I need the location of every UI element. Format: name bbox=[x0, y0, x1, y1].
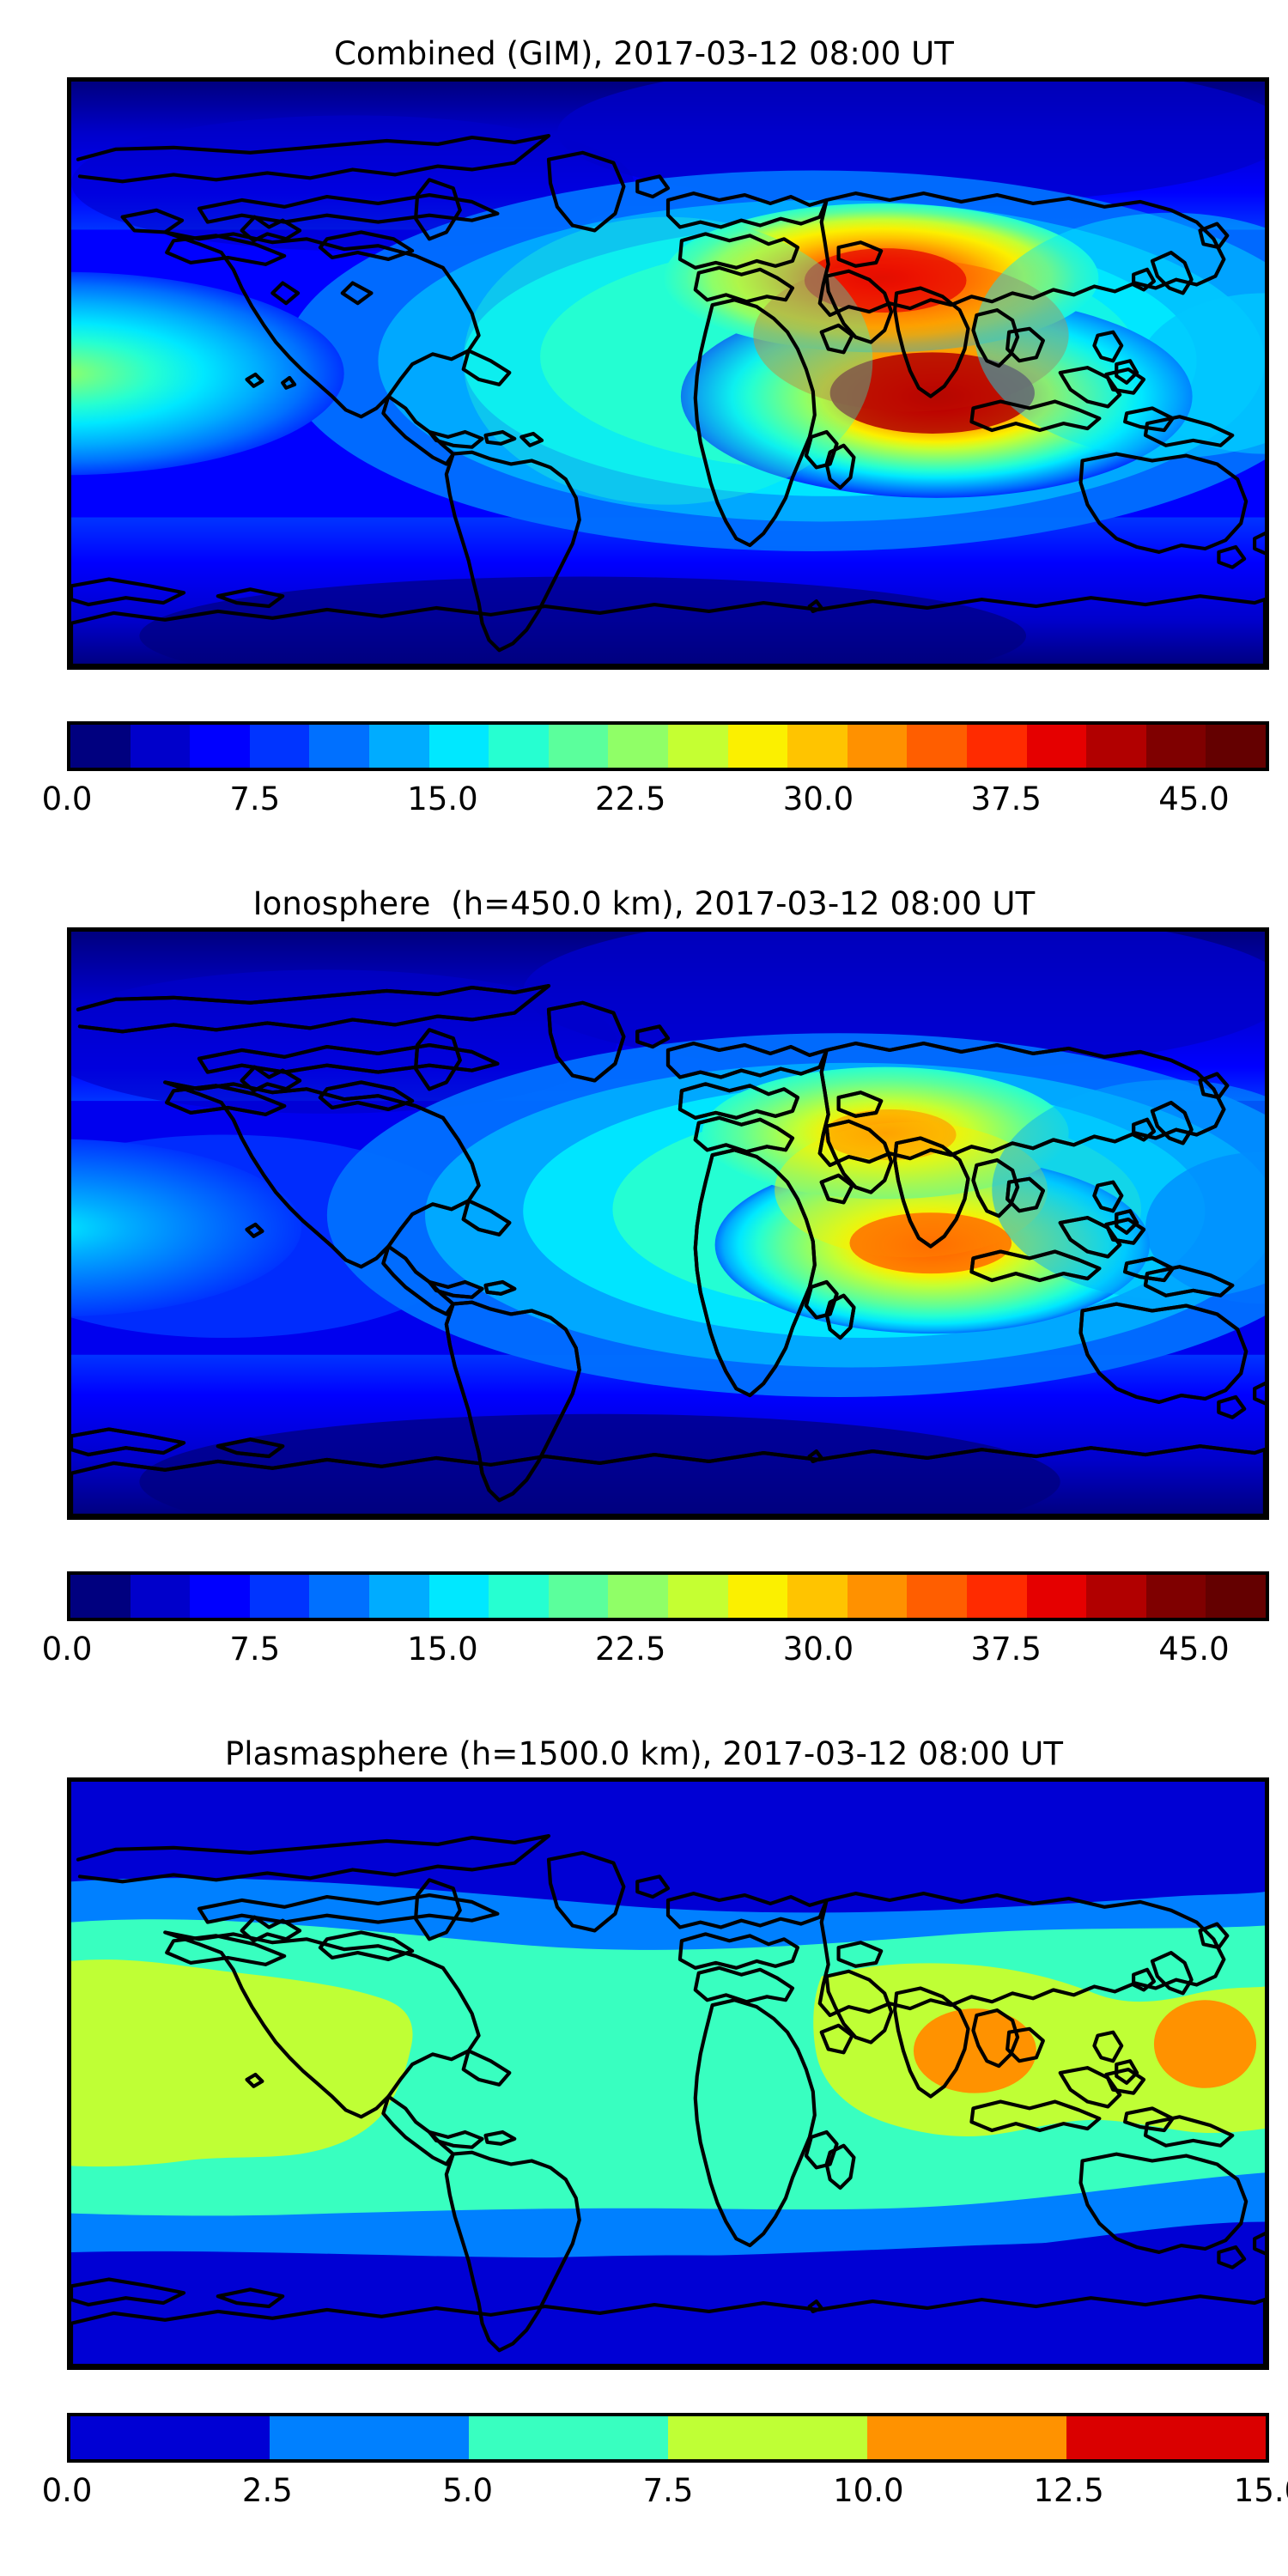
colorbar-segment bbox=[368, 1575, 429, 1618]
colorbar-segment bbox=[1206, 725, 1266, 768]
colorbar-strip-plasmasphere bbox=[70, 2416, 1266, 2459]
colorbar-tick-label: 7.5 bbox=[229, 1631, 281, 1668]
colorbar-tick-label: 15.0 bbox=[1233, 2472, 1288, 2509]
colorbar-tick-label: 15.0 bbox=[407, 781, 478, 817]
colorbar-tick-label: 30.0 bbox=[782, 1631, 854, 1668]
colorbar-segment bbox=[1086, 725, 1146, 768]
colorbar-segment bbox=[270, 2416, 469, 2459]
colorbar-tick-label: 37.5 bbox=[970, 781, 1042, 817]
colorbar-segment bbox=[1066, 2416, 1266, 2459]
colorbar-tick-label: 0.0 bbox=[41, 1631, 93, 1668]
colorbar-segment bbox=[548, 725, 609, 768]
colorbar-ionosphere bbox=[67, 1571, 1269, 1621]
colorbar-tick-label: 37.5 bbox=[970, 1631, 1042, 1668]
colorbar-ticks-plasmasphere: 0.0 2.5 5.0 7.5 10.0 12.5 15.0 bbox=[42, 2471, 1288, 2514]
colorbar-segment bbox=[727, 725, 788, 768]
colorbar-segment bbox=[667, 1575, 728, 1618]
colorbar-tick-label: 15.0 bbox=[407, 1631, 478, 1668]
colorbar-segment bbox=[190, 1575, 250, 1618]
map-svg-ionosphere bbox=[71, 932, 1265, 1516]
colorbar-segment bbox=[907, 1575, 967, 1618]
colorbar-segment bbox=[249, 1575, 310, 1618]
colorbar-segment bbox=[368, 725, 429, 768]
colorbar-segment bbox=[548, 1575, 609, 1618]
colorbar-segment bbox=[130, 1575, 191, 1618]
colorbar-segment bbox=[489, 725, 549, 768]
colorbar-segment bbox=[966, 725, 1027, 768]
colorbar-segment bbox=[907, 725, 967, 768]
colorbar-tick-label: 10.0 bbox=[833, 2472, 904, 2509]
colorbar-segment bbox=[847, 725, 908, 768]
colorbar-plasmasphere bbox=[67, 2413, 1269, 2463]
colorbar-segment bbox=[1086, 1575, 1146, 1618]
colorbar-tick-label: 45.0 bbox=[1158, 1631, 1230, 1668]
panel-title-ionosphere: Ionosphere (h=450.0 km), 2017-03-12 08:0… bbox=[252, 885, 1036, 922]
colorbar-strip-ionosphere bbox=[70, 1575, 1266, 1618]
colorbar-tick-label: 22.5 bbox=[595, 781, 666, 817]
colorbar-segment bbox=[190, 725, 250, 768]
colorbar-segment bbox=[668, 2416, 867, 2459]
colorbar-segment bbox=[249, 725, 310, 768]
colorbar-segment bbox=[489, 1575, 549, 1618]
map-svg-plasmasphere bbox=[71, 1782, 1265, 2366]
panel-title-plasmasphere: Plasmasphere (h=1500.0 km), 2017-03-12 0… bbox=[224, 1735, 1064, 1772]
colorbar-tick-label: 0.0 bbox=[41, 781, 93, 817]
colorbar-segment bbox=[309, 1575, 369, 1618]
panel-ionosphere: Ionosphere (h=450.0 km), 2017-03-12 08:0… bbox=[0, 884, 1288, 1668]
panel-combined-gim: Combined (GIM), 2017-03-12 08:00 UT bbox=[0, 34, 1288, 817]
colorbar-segment bbox=[70, 1575, 131, 1618]
map-svg-combined-gim bbox=[71, 82, 1265, 665]
colorbar-tick-label: 22.5 bbox=[595, 1631, 666, 1668]
colorbar-segment bbox=[727, 1575, 788, 1618]
colorbar-segment bbox=[1145, 725, 1206, 768]
colorbar-tick-label: 2.5 bbox=[241, 2472, 293, 2509]
colorbar-tick-label: 5.0 bbox=[442, 2472, 494, 2509]
panel-plasmasphere: Plasmasphere (h=1500.0 km), 2017-03-12 0… bbox=[0, 1735, 1288, 2509]
colorbar-segment bbox=[1206, 1575, 1266, 1618]
map-combined-gim bbox=[67, 77, 1269, 670]
colorbar-combined-gim bbox=[67, 721, 1269, 771]
colorbar-segment bbox=[70, 2416, 270, 2459]
colorbar-segment bbox=[428, 725, 489, 768]
colorbar-segment bbox=[867, 2416, 1066, 2459]
colorbar-tick-label: 45.0 bbox=[1158, 781, 1230, 817]
colorbar-segment bbox=[847, 1575, 908, 1618]
colorbar-segment bbox=[428, 1575, 489, 1618]
colorbar-tick-label: 7.5 bbox=[642, 2472, 694, 2509]
colorbar-segment bbox=[469, 2416, 668, 2459]
colorbar-segment bbox=[966, 1575, 1027, 1618]
colorbar-segment bbox=[1026, 725, 1087, 768]
colorbar-tick-label: 0.0 bbox=[41, 2472, 93, 2509]
colorbar-segment bbox=[608, 725, 668, 768]
colorbar-segment bbox=[70, 725, 131, 768]
colorbar-segment bbox=[130, 725, 191, 768]
colorbar-tick-label: 12.5 bbox=[1033, 2472, 1104, 2509]
colorbar-segment bbox=[309, 725, 369, 768]
colorbar-segment bbox=[667, 725, 728, 768]
colorbar-strip-combined-gim bbox=[70, 725, 1266, 768]
colorbar-ticks-ionosphere: 0.0 7.5 15.0 22.5 30.0 37.5 45.0 bbox=[42, 1630, 1269, 1673]
map-ionosphere bbox=[67, 927, 1269, 1520]
colorbar-ticks-combined-gim: 0.0 7.5 15.0 22.5 30.0 37.5 45.0 bbox=[42, 780, 1269, 823]
colorbar-segment bbox=[1145, 1575, 1206, 1618]
map-plasmasphere bbox=[67, 1777, 1269, 2370]
colorbar-segment bbox=[787, 725, 848, 768]
colorbar-segment bbox=[608, 1575, 668, 1618]
colorbar-segment bbox=[1026, 1575, 1087, 1618]
colorbar-segment bbox=[787, 1575, 848, 1618]
colorbar-tick-label: 30.0 bbox=[782, 781, 854, 817]
colorbar-tick-label: 7.5 bbox=[229, 781, 281, 817]
panel-title-combined-gim: Combined (GIM), 2017-03-12 08:00 UT bbox=[333, 35, 954, 72]
